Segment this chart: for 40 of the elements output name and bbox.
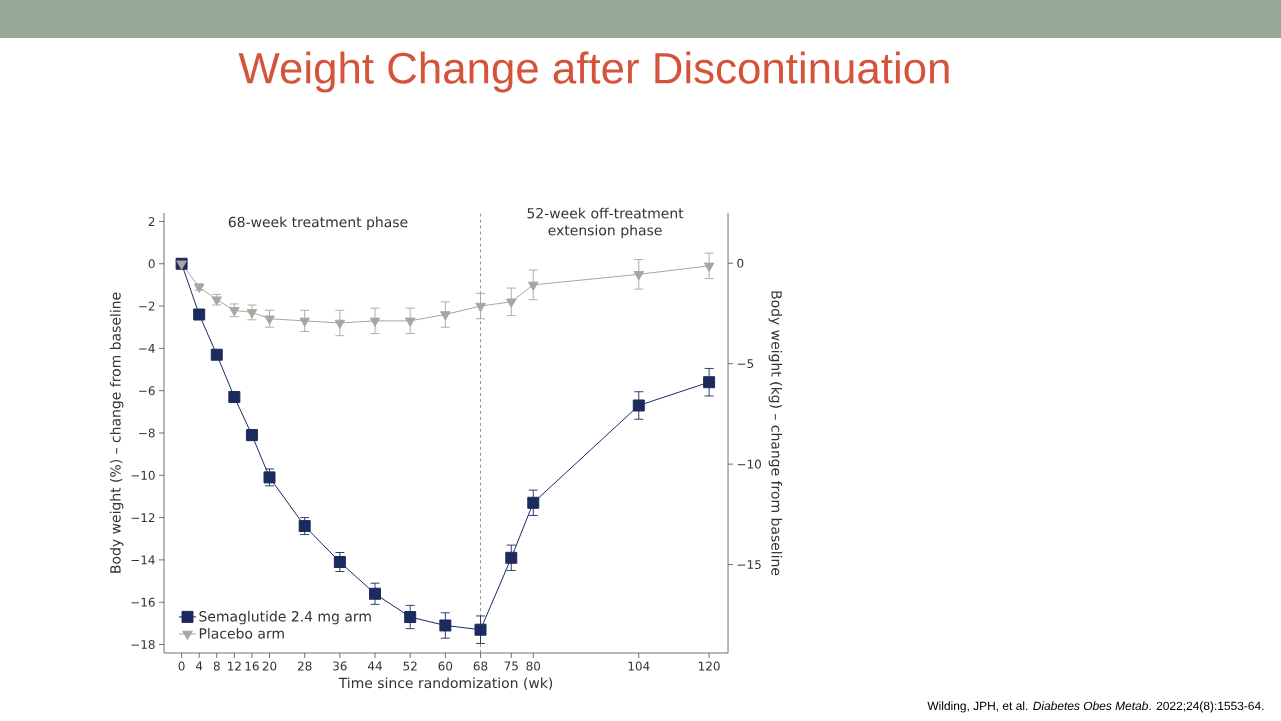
y-axis-title: Body weight (%) – change from baseline: [109, 292, 124, 573]
legend-label: Placebo arm: [199, 627, 284, 639]
x-tick-label: 36: [333, 661, 347, 671]
x-tick-label: 0: [178, 661, 185, 671]
x-tick-label: 28: [297, 661, 312, 671]
x-tick-label: 104: [628, 661, 650, 671]
text: Wilding, JPH, et al. Diabetes Obes Metab. 2022;24(8):1553-64.: [927, 701, 1264, 713]
y2-tick-label: 0: [737, 258, 744, 268]
x-tick-label: 120: [699, 661, 720, 671]
y-tick-label: 2: [148, 217, 155, 226]
y-tick-label: −10: [131, 470, 155, 480]
y2-axis-title: Body weight (kg) – change from baseline: [768, 291, 783, 576]
x-tick-label: 68: [473, 661, 488, 671]
annotation: 52-week off-treatment extension phase: [527, 207, 684, 239]
x-tick-label: 4: [195, 661, 203, 671]
y2-tick-label: −15: [737, 560, 761, 570]
y-tick-label: −18: [131, 640, 155, 650]
y-tick-label: −8: [139, 428, 155, 438]
y2-tick-label: −10: [737, 459, 761, 469]
x-axis-title: Time since randomization (wk): [338, 677, 553, 690]
x-tick-label: 12: [228, 661, 241, 671]
y-tick-label: −14: [131, 555, 155, 565]
chart-title: Weight Change after Discontinuation: [238, 51, 949, 93]
annotation: 68-week treatment phase: [228, 216, 408, 231]
x-tick-label: 44: [367, 661, 382, 671]
x-tick-label: 52: [403, 661, 417, 671]
x-tick-label: 80: [526, 661, 541, 671]
x-tick-label: 16: [245, 661, 259, 671]
y-tick-label: −6: [139, 386, 155, 396]
y-tick-label: 0: [148, 259, 155, 269]
y-tick-label: −2: [139, 301, 155, 311]
x-tick-label: 75: [504, 661, 518, 671]
x-tick-label: 60: [438, 661, 453, 671]
y2-tick-label: −5: [737, 359, 754, 369]
legend-label: Semaglutide 2.4 mg arm: [199, 610, 371, 625]
y-tick-label: −16: [131, 597, 155, 607]
y-tick-label: −12: [131, 513, 155, 523]
x-tick-label: 8: [213, 661, 220, 671]
x-tick-label: 20: [262, 661, 277, 671]
y-tick-label: −4: [139, 344, 155, 353]
